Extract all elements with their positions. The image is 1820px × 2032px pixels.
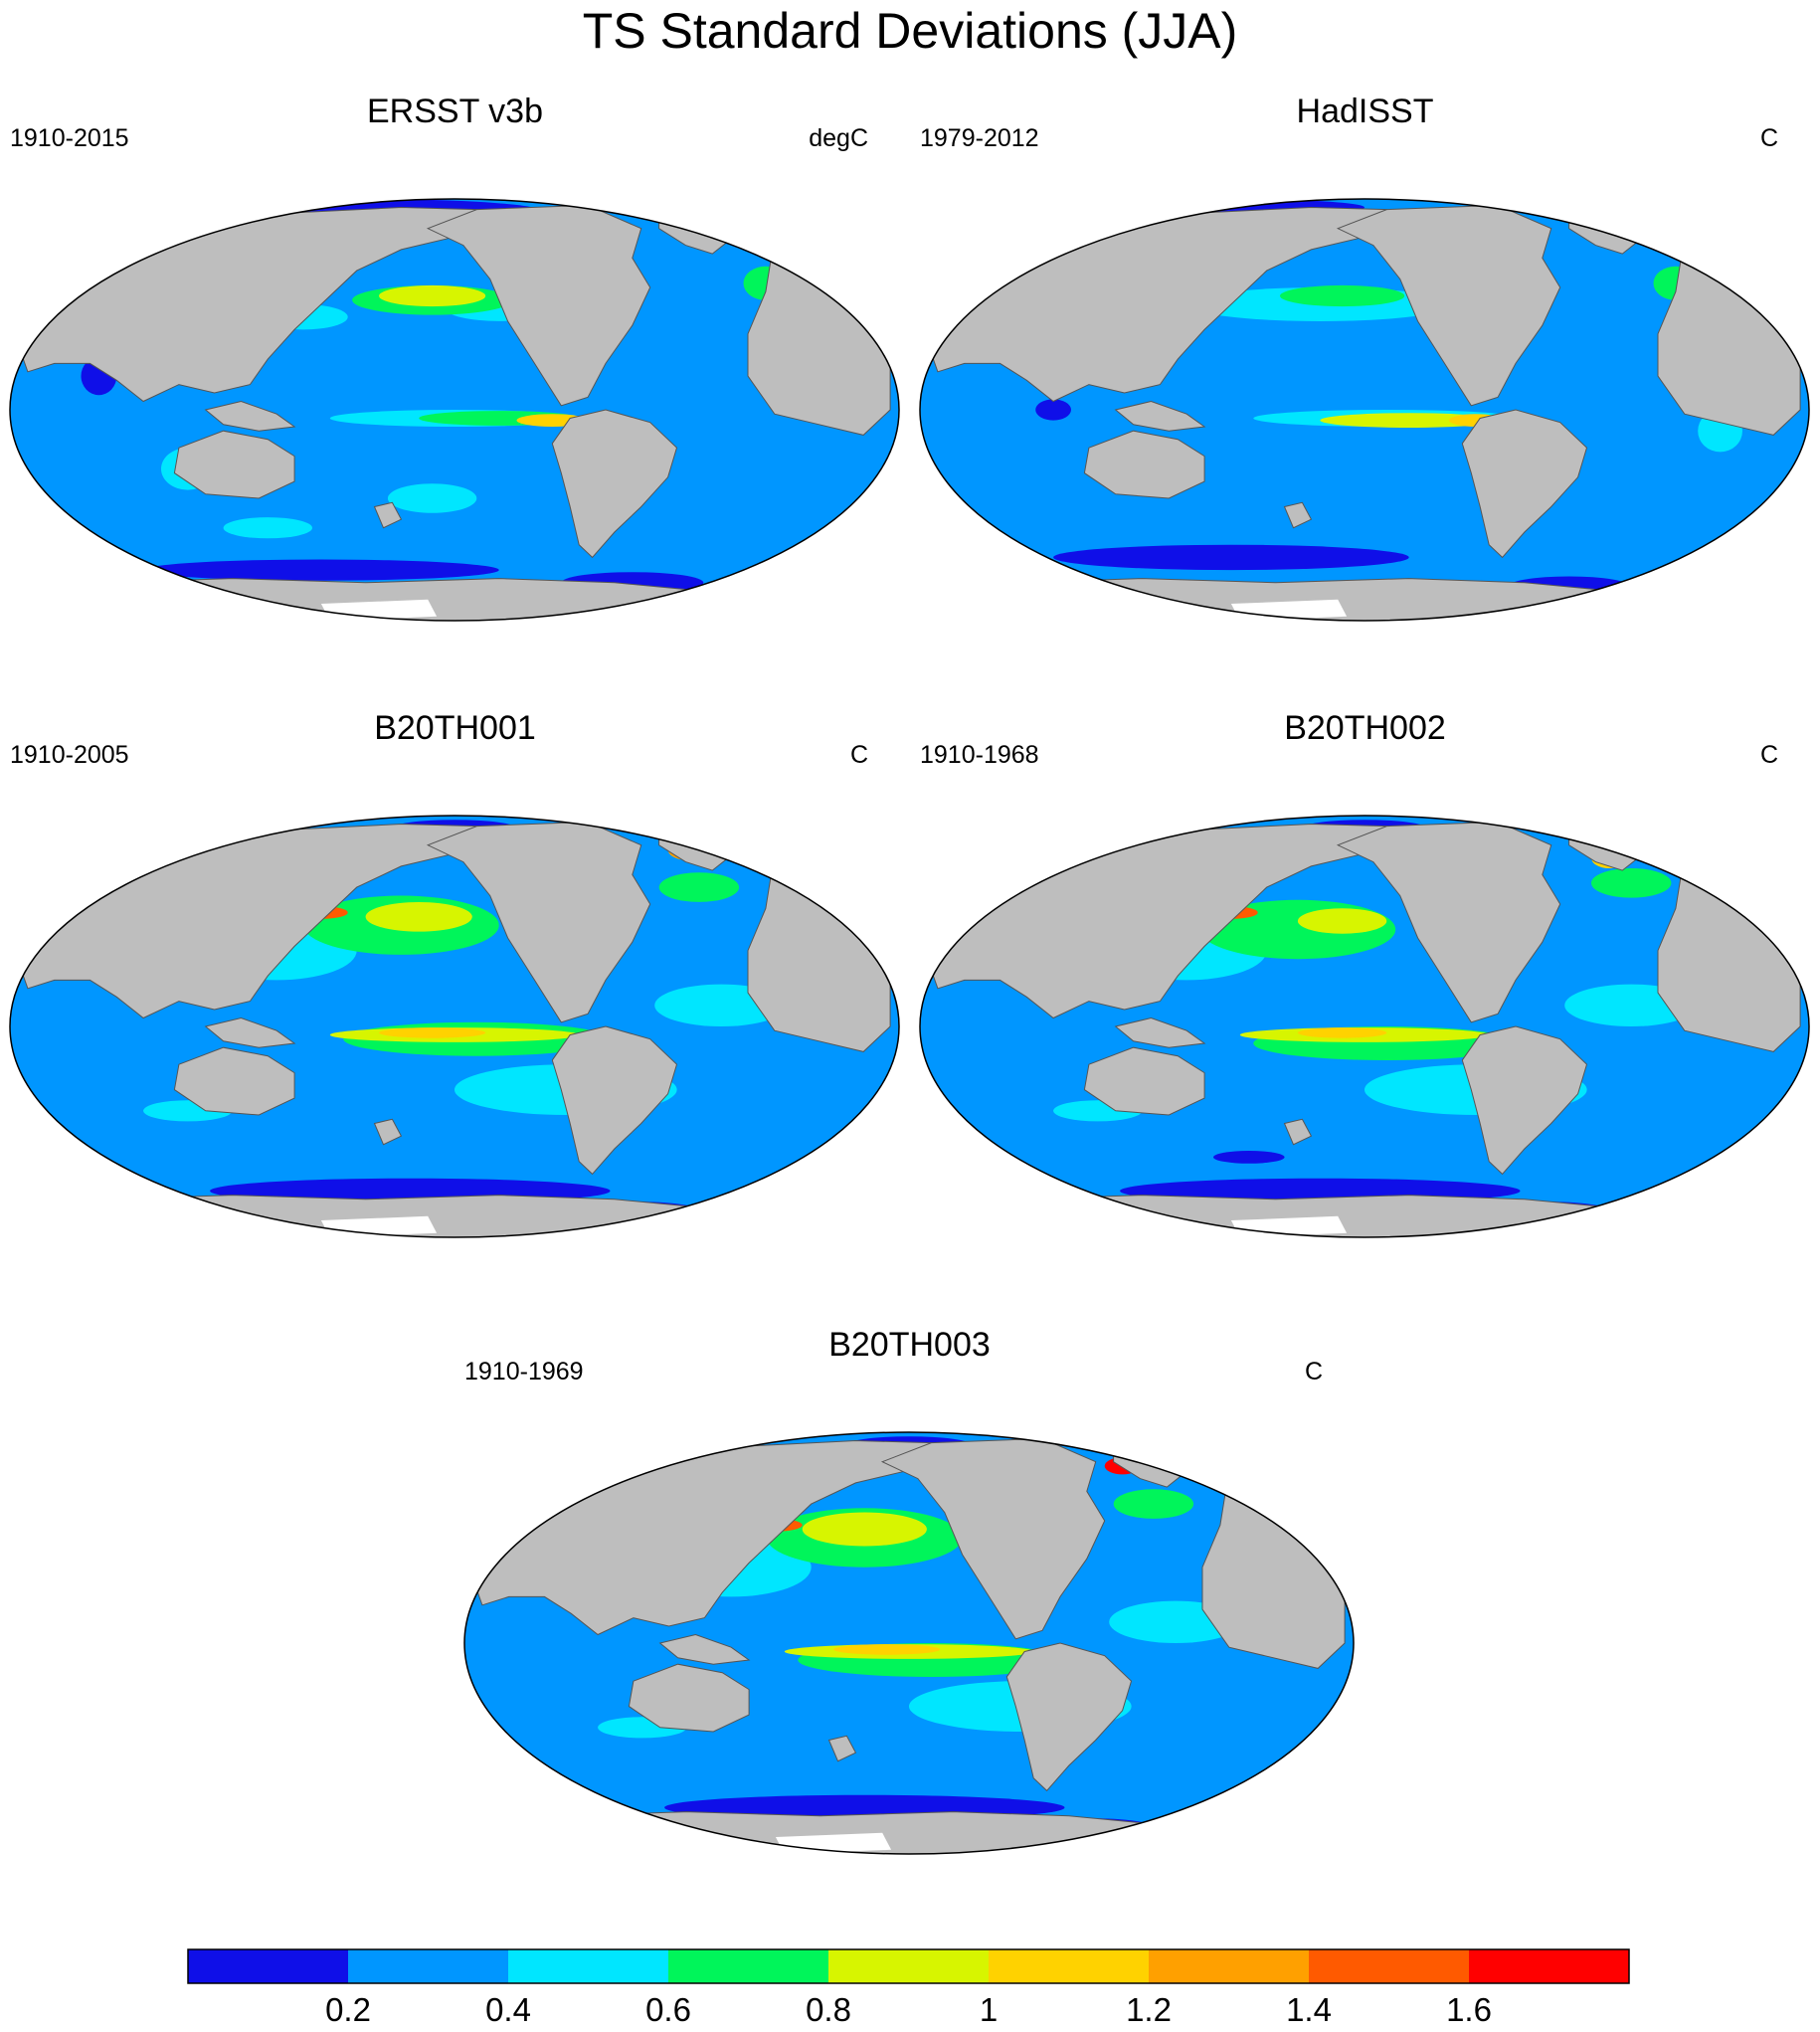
- landmass-northAmerica: [426, 204, 651, 407]
- panel-title: HadISST: [1296, 92, 1434, 130]
- sst-contour-patch: [1280, 284, 1405, 307]
- landmass-australia: [1083, 1046, 1205, 1116]
- colorbar-box: [668, 1949, 829, 1983]
- panel-period: 1910-1969: [464, 1358, 584, 1385]
- colorbar-label: 1: [980, 1991, 998, 2028]
- map-border: [9, 815, 900, 1238]
- map-panel-b20th002: B20TH002 1910-1968 C: [910, 708, 1820, 1305]
- sst-contour-patch: [1591, 868, 1672, 898]
- sst-contour-patch: [1213, 1151, 1285, 1164]
- map-panel-ersst: ERSST v3b 1910-2015 degC: [0, 92, 910, 688]
- figure-title: TS Standard Deviations (JJA): [582, 3, 1238, 59]
- panel-units: C: [849, 741, 868, 769]
- sst-contour-patch: [1297, 908, 1387, 934]
- landmass-nz: [373, 501, 403, 529]
- panel-units: degC: [809, 124, 868, 152]
- map-hadisst: [919, 198, 1810, 622]
- sst-contour-patch: [1320, 413, 1499, 428]
- map-border: [919, 815, 1810, 1238]
- panel-period: 1910-1968: [920, 741, 1039, 769]
- panel-title: ERSST v3b: [366, 92, 543, 130]
- panel-title: B20TH001: [374, 709, 536, 747]
- colorbar-label: 1.2: [1126, 1991, 1172, 2028]
- landmass-indonesia: [204, 1016, 296, 1048]
- landmass-southAmerica: [1005, 1642, 1133, 1792]
- colorbar-box: [989, 1949, 1150, 1983]
- sst-contour-patch: [658, 872, 740, 902]
- colorbar-box: [188, 1949, 349, 1983]
- colorbar-box: [508, 1949, 669, 1983]
- colorbar-label: 0.6: [645, 1991, 691, 2028]
- panel-units: C: [1304, 1358, 1323, 1385]
- sst-contour-patch: [365, 902, 472, 932]
- landmass-southAmerica: [551, 409, 678, 559]
- landmass-northAmerica: [1336, 204, 1561, 407]
- panel-period: 1910-2015: [10, 124, 129, 152]
- landmass-australia: [173, 430, 295, 499]
- colorbar-label: 1.4: [1286, 1991, 1332, 2028]
- sst-contour-patch: [802, 1512, 927, 1547]
- map-ersst: [9, 198, 900, 622]
- panel-units: C: [1759, 124, 1778, 152]
- map-b20th002: [919, 815, 1810, 1238]
- landmass-nz: [1283, 1118, 1313, 1146]
- panel-title: B20TH003: [828, 1326, 991, 1364]
- landmass-southAmerica: [1461, 409, 1588, 559]
- sst-contour-patch: [223, 517, 312, 539]
- landmass-southAmerica: [551, 1025, 678, 1176]
- landmass-nz: [373, 1118, 403, 1146]
- landmass-southAmerica: [1461, 1025, 1588, 1176]
- map-border: [9, 198, 900, 622]
- sst-contour-patch: [1113, 1489, 1194, 1519]
- colorbar-box: [348, 1949, 509, 1983]
- sst-contour-patch: [379, 1027, 486, 1038]
- sst-contour-patch: [1035, 399, 1071, 421]
- landmass-northAmerica: [426, 821, 651, 1023]
- landmass-indonesia: [658, 1633, 751, 1665]
- landmass-australia: [628, 1663, 750, 1733]
- colorbar-box: [828, 1949, 990, 1983]
- colorbar-box: [1149, 1949, 1310, 1983]
- map-border: [463, 1431, 1355, 1855]
- sst-contour-patch: [833, 1644, 941, 1655]
- landmass-indonesia: [1114, 1016, 1206, 1048]
- colorbar-label: 0.4: [485, 1991, 531, 2028]
- landmass-indonesia: [1114, 400, 1206, 432]
- map-panel-hadisst: HadISST 1979-2012 C: [910, 92, 1820, 688]
- colorbar-outline: [187, 1948, 1630, 1984]
- colorbar-box: [1309, 1949, 1470, 1983]
- colorbar-box: [1469, 1949, 1630, 1983]
- colorbar-label: 0.8: [806, 1991, 851, 2028]
- map-border: [919, 198, 1810, 622]
- sst-contour-patch: [571, 1451, 625, 1464]
- sst-contour-patch: [1053, 544, 1409, 571]
- sst-contour-patch: [379, 284, 486, 307]
- colorbar-label: 0.2: [325, 1991, 371, 2028]
- landmass-indonesia: [204, 400, 296, 432]
- sst-contour-patch: [1297, 1027, 1387, 1038]
- map-b20th003: [463, 1431, 1355, 1855]
- panel-period: 1910-2005: [10, 741, 129, 769]
- landmass-nz: [827, 1735, 857, 1762]
- landmass-australia: [173, 1046, 295, 1116]
- panel-units: C: [1759, 741, 1778, 769]
- panel-title: B20TH002: [1284, 709, 1446, 747]
- sst-contour-patch: [143, 559, 499, 581]
- map-panel-b20th001: B20TH001 1910-2005 C: [0, 708, 910, 1305]
- landmass-nz: [1283, 501, 1313, 529]
- map-b20th001: [9, 815, 900, 1238]
- panel-period: 1979-2012: [920, 124, 1039, 152]
- colorbar-label: 1.6: [1446, 1991, 1492, 2028]
- sst-contour-patch: [116, 834, 170, 847]
- landmass-australia: [1083, 430, 1205, 499]
- map-panel-b20th003: B20TH003 1910-1969 C: [455, 1325, 1365, 1922]
- landmass-northAmerica: [1336, 821, 1561, 1023]
- sst-contour-patch: [387, 483, 477, 513]
- landmass-northAmerica: [880, 1437, 1106, 1640]
